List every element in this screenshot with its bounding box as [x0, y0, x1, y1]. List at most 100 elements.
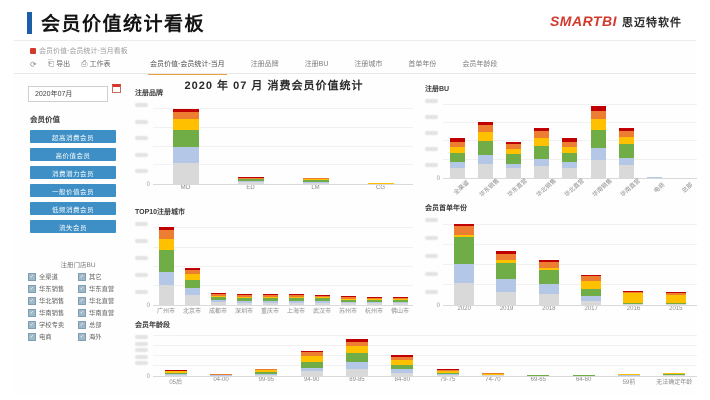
- export-button[interactable]: ⎗ 导出: [48, 59, 70, 69]
- tab-4[interactable]: 首单年份: [408, 61, 437, 68]
- bar-华东直营[interactable]: [506, 142, 522, 178]
- bar-89-85[interactable]: [345, 339, 368, 376]
- bar-华南直营[interactable]: [618, 127, 634, 178]
- bu-checkbox-item-4[interactable]: ✓ 华北销售: [28, 296, 78, 305]
- bar-上海市[interactable]: [288, 294, 304, 305]
- bar-segment-red: [590, 106, 606, 111]
- bar-无法确定年龄[interactable]: [663, 372, 686, 376]
- bu-checkbox-item-7[interactable]: ✓ 华南直营: [78, 308, 128, 317]
- y-axis: 0: [135, 331, 153, 380]
- member-segment-button-3[interactable]: 一般价值会员: [30, 184, 116, 197]
- bar-segment-green: [663, 374, 686, 375]
- bar-2016[interactable]: [623, 290, 644, 305]
- refresh-button[interactable]: ⟳: [30, 60, 37, 69]
- bar-segment-yellow: [184, 273, 200, 280]
- bu-filter-title: 注册门店BU: [60, 262, 96, 269]
- breadcrumb[interactable]: 会员价值-会员统计-当月看板: [30, 46, 128, 56]
- x-tick-label: 上海市: [286, 309, 305, 315]
- bar-04-00[interactable]: [209, 374, 232, 376]
- bar-LM[interactable]: [302, 178, 329, 184]
- bar-segment-yellow: [314, 297, 330, 299]
- bar-2020[interactable]: [454, 223, 475, 305]
- bu-checkbox-item-0[interactable]: ✓ 全渠道: [28, 272, 78, 281]
- bar-84-80[interactable]: [391, 355, 414, 376]
- bar-电商[interactable]: [647, 176, 663, 178]
- bar-成都市[interactable]: [210, 293, 226, 305]
- bar-segment-green: [288, 298, 304, 301]
- bar-2019[interactable]: [496, 250, 517, 305]
- bar-全渠道[interactable]: [449, 138, 465, 178]
- tab-2[interactable]: 注册BU: [304, 61, 329, 68]
- bar-苏州市[interactable]: [340, 296, 356, 305]
- bar-华东销售[interactable]: [477, 121, 493, 178]
- bu-checkbox-item-10[interactable]: ✓ 电商: [28, 332, 78, 341]
- bar-segment-red: [158, 226, 174, 230]
- bar-99-95[interactable]: [255, 369, 278, 376]
- chart-title-3: 会员首单年份: [425, 205, 467, 212]
- bu-checkbox-item-1[interactable]: ✓ 其它: [78, 272, 128, 281]
- bar-79-75[interactable]: [436, 369, 459, 376]
- month-picker-input[interactable]: 2020年07月: [28, 84, 121, 102]
- member-segment-button-5[interactable]: 流失会员: [30, 220, 116, 233]
- bar-华北直营[interactable]: [562, 138, 578, 178]
- bar-北京市[interactable]: [184, 267, 200, 305]
- bar-2015[interactable]: [665, 292, 686, 305]
- bar-segment-gray: [436, 374, 459, 376]
- bar-segment-red: [449, 138, 465, 143]
- bu-checkbox-item-2[interactable]: ✓ 华东销售: [28, 284, 78, 293]
- tab-0[interactable]: 会员价值-会员统计-当月: [148, 57, 227, 75]
- bar-segment-green: [590, 130, 606, 148]
- bu-checkbox-label: 华北直营: [89, 298, 115, 305]
- bar-华南销售[interactable]: [590, 106, 606, 178]
- member-segment-button-0[interactable]: 超高消费会员: [30, 130, 116, 143]
- tab-3[interactable]: 注册城市: [354, 61, 383, 68]
- bar-59前[interactable]: [617, 373, 640, 376]
- member-segment-button-2[interactable]: 消费潜力会员: [30, 166, 116, 179]
- bar-segment-gray: [618, 164, 634, 178]
- tab-1[interactable]: 注册品牌: [250, 61, 279, 68]
- bu-checkbox-label: 华北销售: [39, 298, 65, 305]
- bar-MO[interactable]: [172, 108, 199, 184]
- bu-checkbox-item-9[interactable]: ✓ 总部: [78, 320, 128, 329]
- bu-checkbox-item-3[interactable]: ✓ 华东直营: [78, 284, 128, 293]
- bu-checkbox-item-8[interactable]: ✓ 学校专卖: [28, 320, 78, 329]
- tab-5[interactable]: 会员年龄段: [462, 61, 498, 68]
- bar-64-60[interactable]: [572, 374, 595, 376]
- calendar-icon[interactable]: [112, 84, 121, 93]
- y-tick-zero: 0: [146, 182, 150, 188]
- bar-杭州市[interactable]: [366, 297, 382, 305]
- bar-重庆市[interactable]: [262, 294, 278, 305]
- bar-广州市[interactable]: [158, 226, 174, 305]
- bar-佛山市[interactable]: [392, 297, 408, 305]
- y-axis: 0: [135, 218, 153, 309]
- bar-ED[interactable]: [237, 177, 264, 184]
- bar-华北销售[interactable]: [534, 127, 550, 178]
- bar-74-70[interactable]: [481, 373, 504, 376]
- worksheet-button[interactable]: ⎙ 工作表: [81, 59, 110, 69]
- y-tick-blurred: [425, 99, 438, 103]
- bar-segment-gray: [210, 302, 226, 305]
- bu-checkbox-item-11[interactable]: ✓ 海外: [78, 332, 128, 341]
- bar-94-90[interactable]: [300, 350, 323, 376]
- bar-武汉市[interactable]: [314, 295, 330, 305]
- bu-checkbox-item-5[interactable]: ✓ 华北直营: [78, 296, 128, 305]
- bar-深圳市[interactable]: [236, 294, 252, 305]
- bar-69-65[interactable]: [527, 374, 550, 376]
- bar-segment-orange: [581, 275, 602, 282]
- x-tick-label: 69-65: [530, 377, 546, 383]
- bar-segment-green: [454, 236, 475, 264]
- bar-CG[interactable]: [367, 183, 394, 184]
- gridline: [153, 164, 413, 166]
- bar-2017[interactable]: [581, 274, 602, 305]
- bar-segment-red: [340, 296, 356, 298]
- member-value-buttons: 超高消费会员 高价值会员消费潜力会员 一般价值会员 低频消费会员 流失会员: [28, 130, 128, 233]
- x-axis-labels: MO ED LM CG: [153, 185, 413, 197]
- bar-segment-red: [391, 355, 414, 357]
- member-segment-button-4[interactable]: 低频消费会员: [30, 202, 116, 215]
- bar-segment-yellow: [345, 346, 368, 354]
- bu-checkbox-item-6[interactable]: ✓ 华南销售: [28, 308, 78, 317]
- member-segment-button-1[interactable]: 高价值会员: [30, 148, 116, 161]
- bar-segment-green: [496, 262, 517, 280]
- bar-05后[interactable]: [164, 370, 187, 376]
- bar-2018[interactable]: [538, 259, 559, 305]
